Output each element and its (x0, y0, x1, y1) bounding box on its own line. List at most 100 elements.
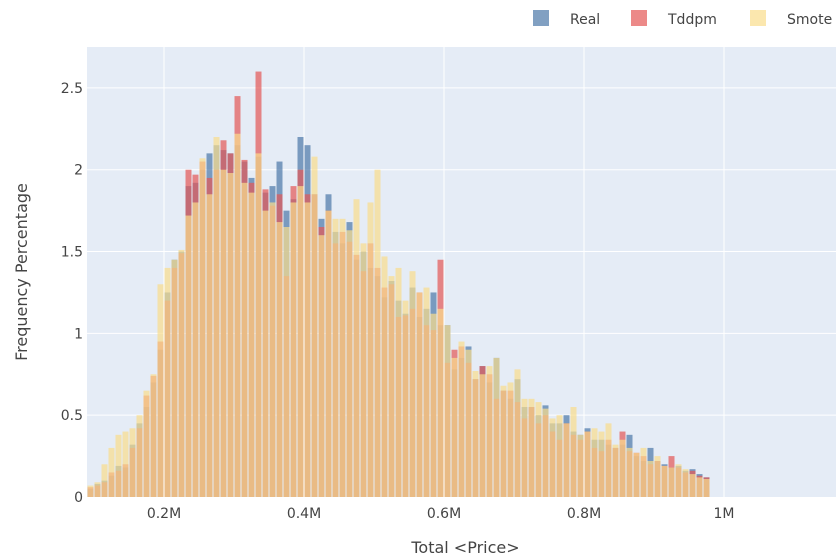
bar (654, 456, 661, 497)
x-axis-title: Total <Price> (410, 538, 519, 557)
bar (612, 444, 619, 497)
bar (444, 325, 451, 497)
bar (521, 398, 528, 497)
bar (339, 218, 346, 497)
bar (241, 182, 248, 497)
bar (192, 202, 199, 497)
bar (283, 227, 290, 497)
bar (577, 434, 584, 497)
bar (395, 267, 402, 497)
bar (542, 408, 549, 497)
legend-swatch (533, 10, 549, 26)
bar (423, 287, 430, 497)
bar (129, 428, 136, 497)
bar (311, 156, 318, 497)
bar (479, 374, 486, 497)
bar (290, 202, 297, 497)
legend-item-tddpm[interactable]: Tddpm (631, 10, 717, 28)
bar (472, 371, 479, 497)
legend-swatch (631, 10, 647, 26)
bar (500, 385, 507, 497)
bar (493, 357, 500, 497)
y-tick-label: 2.5 (61, 81, 83, 97)
bar (605, 423, 612, 497)
x-tick-label: 0.4M (287, 506, 321, 522)
bar (675, 464, 682, 497)
bar (304, 202, 311, 497)
bar (556, 415, 563, 497)
x-tick-label: 0.8M (567, 506, 601, 522)
bar (136, 415, 143, 497)
bar (514, 369, 521, 497)
bar (87, 485, 94, 497)
bar (164, 267, 171, 497)
bar (409, 271, 416, 497)
bar (598, 431, 605, 497)
y-axis-title: Frequency Percentage (12, 183, 31, 361)
bar (276, 222, 283, 497)
bar (94, 482, 101, 497)
legend[interactable]: Real Tddpm Smote (533, 10, 832, 28)
bar (647, 461, 654, 497)
bar (206, 194, 213, 497)
bar (227, 173, 234, 497)
bar (248, 192, 255, 497)
bar (465, 349, 472, 497)
bar (255, 153, 262, 497)
bar (346, 230, 353, 497)
bar (353, 199, 360, 497)
bar (318, 235, 325, 497)
legend-label: Smote (787, 12, 832, 28)
bar (325, 210, 332, 497)
bar (451, 357, 458, 497)
bar (535, 402, 542, 497)
bar (367, 202, 374, 497)
bar (402, 300, 409, 497)
bar (486, 366, 493, 497)
bar (178, 249, 185, 497)
bar (633, 452, 640, 497)
bar (584, 431, 591, 497)
bar (458, 341, 465, 497)
bar (157, 284, 164, 497)
bar (591, 428, 598, 497)
bar (269, 202, 276, 497)
bar (626, 447, 633, 497)
bar (171, 259, 178, 497)
bar (682, 469, 689, 497)
bar (549, 418, 556, 497)
y-tick-label: 0.5 (61, 408, 83, 424)
bar (213, 137, 220, 497)
bar (150, 374, 157, 497)
bar (360, 243, 367, 497)
bar (437, 308, 444, 497)
bar (703, 479, 710, 497)
bar (661, 465, 668, 497)
bar (143, 390, 150, 497)
y-tick-label: 2 (74, 163, 83, 179)
series-smote (87, 133, 710, 497)
bar (115, 434, 122, 497)
bar-layers (87, 71, 710, 497)
bar (668, 467, 675, 497)
bar (199, 158, 206, 497)
legend-label: Tddpm (667, 12, 717, 28)
bar (185, 215, 192, 497)
bar (696, 477, 703, 497)
bar (507, 382, 514, 497)
legend-item-smote[interactable]: Smote (750, 10, 832, 28)
bar (388, 276, 395, 497)
bar (220, 169, 227, 497)
legend-item-real[interactable]: Real (533, 10, 600, 28)
bar (122, 431, 129, 497)
legend-label: Real (570, 12, 600, 28)
bar (619, 439, 626, 497)
bar (528, 398, 535, 497)
bar (332, 218, 339, 497)
bar (570, 407, 577, 497)
bar (689, 474, 696, 497)
y-tick-label: 0 (74, 490, 83, 506)
x-axis-ticks: 0.2M 0.4M 0.6M 0.8M 1M (147, 506, 735, 522)
bar (297, 186, 304, 497)
